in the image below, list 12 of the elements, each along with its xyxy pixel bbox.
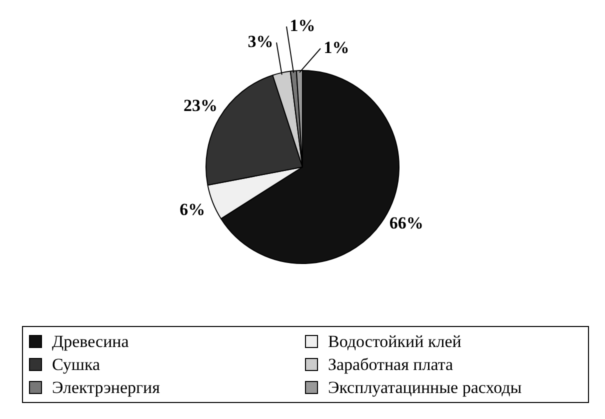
data-label: 66% — [389, 213, 424, 232]
legend-label: Эксплуатацинные расходы — [328, 377, 522, 399]
data-label: 1% — [290, 16, 316, 35]
data-label: 6% — [180, 200, 206, 220]
data-label: 3% — [248, 32, 274, 51]
legend-label: Древесина — [52, 331, 129, 353]
legend-label: Сушка — [52, 354, 100, 376]
legend-label: Водостойкий клей — [328, 331, 462, 353]
data-label: 23% — [184, 96, 218, 116]
data-label: 1% — [324, 38, 350, 57]
legend-label: Заработная плата — [328, 354, 454, 376]
legend-label: Электрэнергия — [52, 377, 160, 399]
